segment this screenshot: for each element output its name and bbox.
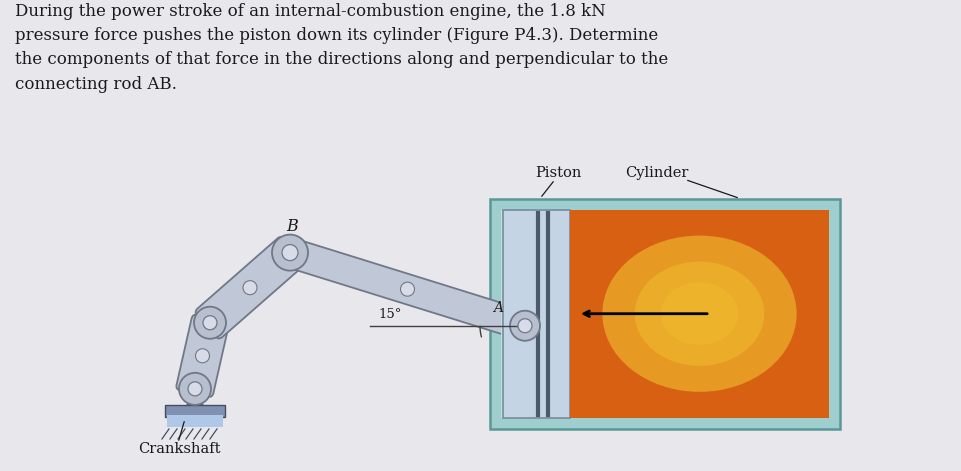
Circle shape <box>272 235 308 271</box>
Circle shape <box>243 281 257 295</box>
Ellipse shape <box>634 261 763 366</box>
Circle shape <box>195 349 209 363</box>
FancyBboxPatch shape <box>176 315 229 397</box>
Bar <box>570 210 828 418</box>
Ellipse shape <box>660 283 738 345</box>
Bar <box>501 210 828 418</box>
Text: 1.8 kN: 1.8 kN <box>587 289 634 303</box>
Circle shape <box>187 382 202 396</box>
Text: During the power stroke of an internal-combustion engine, the 1.8 kN
pressure fo: During the power stroke of an internal-c… <box>15 3 668 93</box>
FancyBboxPatch shape <box>283 238 531 340</box>
Text: Cylinder: Cylinder <box>625 166 688 180</box>
Text: Piston: Piston <box>534 166 580 180</box>
Bar <box>489 198 839 429</box>
Text: Crankshaft: Crankshaft <box>137 442 220 456</box>
Circle shape <box>282 244 298 260</box>
Bar <box>503 210 570 418</box>
Text: A: A <box>492 300 503 315</box>
Text: 15°: 15° <box>378 308 401 321</box>
Polygon shape <box>186 389 203 405</box>
Circle shape <box>194 307 226 339</box>
Circle shape <box>400 282 414 296</box>
Bar <box>165 405 225 417</box>
Ellipse shape <box>602 236 796 392</box>
Bar <box>167 415 223 427</box>
Circle shape <box>203 316 217 330</box>
Circle shape <box>509 311 539 341</box>
Circle shape <box>517 319 531 333</box>
FancyBboxPatch shape <box>195 237 304 339</box>
Circle shape <box>179 373 210 405</box>
Text: B: B <box>285 218 298 235</box>
